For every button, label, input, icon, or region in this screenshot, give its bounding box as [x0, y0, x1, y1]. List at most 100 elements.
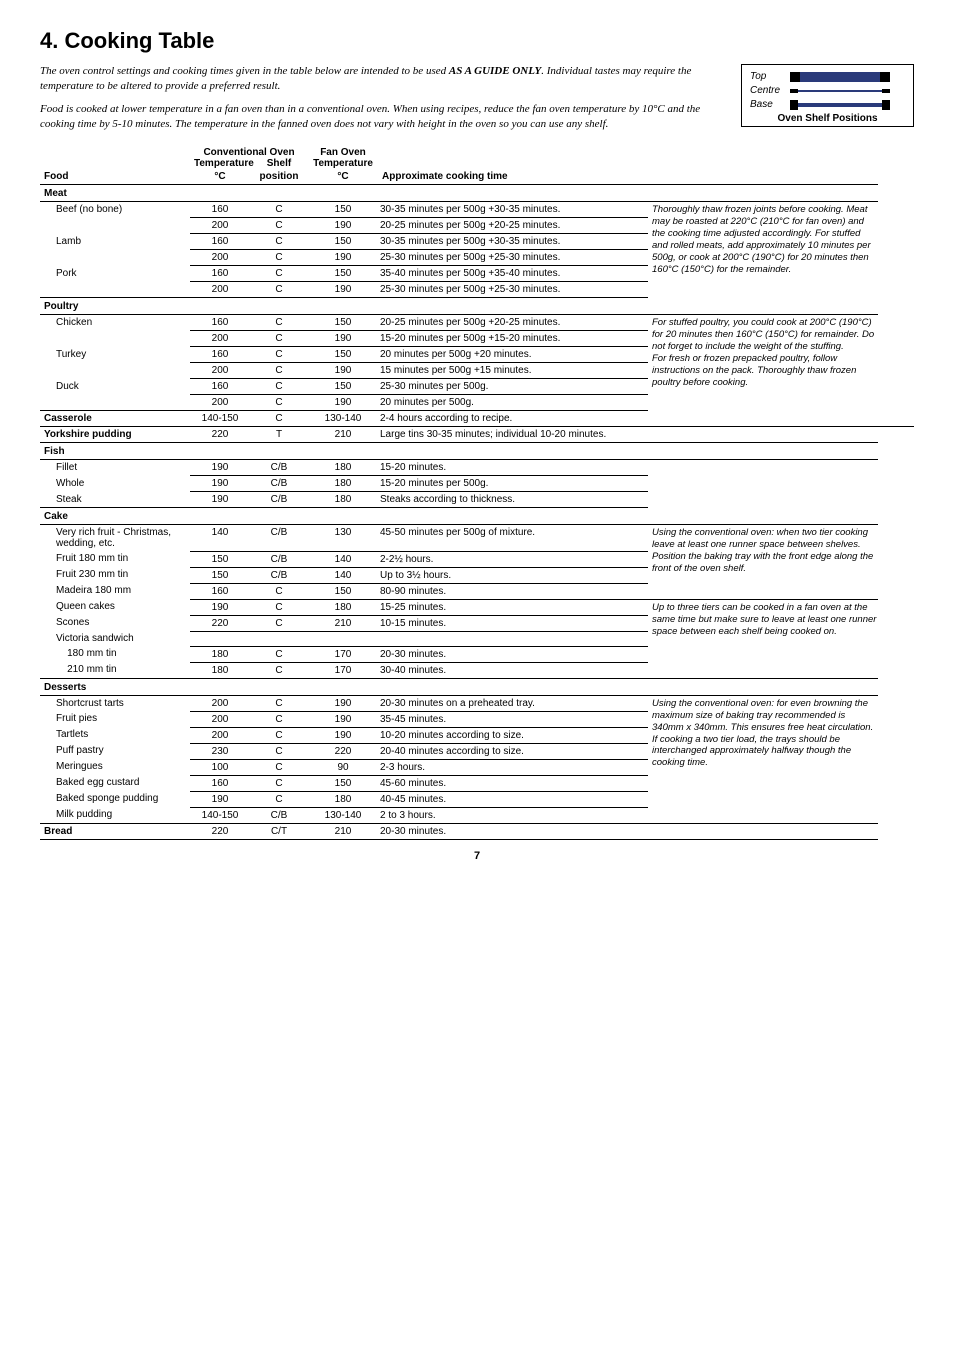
- cell: Puff pastry: [40, 743, 190, 759]
- cell: 150: [308, 234, 378, 250]
- cell: [190, 631, 250, 646]
- cell: 200: [190, 395, 250, 411]
- cell: 160: [190, 775, 250, 791]
- cell: C: [250, 234, 308, 250]
- cell: 150: [308, 266, 378, 282]
- page-title: 4. Cooking Table: [40, 28, 914, 54]
- cell: C: [250, 711, 308, 727]
- cell: Large tins 30-35 minutes; individual 10-…: [378, 427, 648, 443]
- oven-shelf-positions-box: Top Centre Base Oven Shelf Positions: [741, 64, 914, 127]
- cell: C: [250, 727, 308, 743]
- cell: C: [250, 218, 308, 234]
- cell: C: [250, 347, 308, 363]
- note-cell: Using the conventional oven: when two ti…: [648, 525, 878, 600]
- table-row: Yorkshire pudding220T210Large tins 30-35…: [40, 427, 914, 443]
- intro-p2: Food is cooked at lower temperature in a…: [40, 102, 721, 132]
- cell: 190: [308, 218, 378, 234]
- cell: C: [250, 331, 308, 347]
- cell: C: [250, 583, 308, 599]
- cell: Fruit 180 mm tin: [40, 551, 190, 567]
- category-row: Desserts: [40, 678, 914, 695]
- cell: 210: [308, 615, 378, 631]
- cell: Turkey: [40, 347, 190, 363]
- cell: 25-30 minutes per 500g +25-30 minutes.: [378, 282, 648, 298]
- cell: 10-20 minutes according to size.: [378, 727, 648, 743]
- cell: [40, 363, 190, 379]
- cell: [40, 218, 190, 234]
- cell: Yorkshire pudding: [40, 427, 190, 443]
- cell: 2-3 hours.: [378, 759, 648, 775]
- head-degc2: °C: [308, 169, 378, 185]
- cell: Fruit pies: [40, 711, 190, 727]
- cell: 220: [308, 743, 378, 759]
- intro-p1-pre: The oven control settings and cooking ti…: [40, 65, 449, 77]
- cell: 2 to 3 hours.: [378, 807, 648, 823]
- cell: 150: [308, 583, 378, 599]
- note-cell: Using the conventional oven: for even br…: [648, 695, 878, 823]
- cell: 160: [190, 379, 250, 395]
- cell: C/B: [250, 476, 308, 492]
- table-row: Whole190C/B18015-20 minutes per 500g.: [40, 476, 914, 492]
- cell: 190: [190, 492, 250, 508]
- table-row: Beef (no bone)160C15030-35 minutes per 5…: [40, 202, 914, 218]
- cell: 150: [190, 551, 250, 567]
- cell: 220: [190, 823, 250, 839]
- cell: C: [250, 791, 308, 807]
- page-number: 7: [40, 850, 914, 862]
- cell: 190: [308, 711, 378, 727]
- cell: 180: [308, 492, 378, 508]
- cell: C/B: [250, 460, 308, 476]
- cell: 15 minutes per 500g +15 minutes.: [378, 363, 648, 379]
- cell: 190: [308, 331, 378, 347]
- category-label: Desserts: [40, 678, 878, 695]
- head-temp2: Temperature: [308, 158, 378, 169]
- intro-text: The oven control settings and cooking ti…: [40, 64, 721, 139]
- cell: 200: [190, 250, 250, 266]
- head-position: position: [250, 169, 308, 185]
- cell: Meringues: [40, 759, 190, 775]
- cell: Shortcrust tarts: [40, 695, 190, 711]
- shelf-label-base: Base: [750, 99, 790, 110]
- table-body: MeatBeef (no bone)160C15030-35 minutes p…: [40, 185, 914, 840]
- cell: Beef (no bone): [40, 202, 190, 218]
- cell: C: [250, 315, 308, 331]
- cell: 45-60 minutes.: [378, 775, 648, 791]
- cell: C: [250, 646, 308, 662]
- cell: 140-150: [190, 807, 250, 823]
- intro-p1: The oven control settings and cooking ti…: [40, 64, 721, 94]
- cell: 180: [308, 791, 378, 807]
- cell: 180: [308, 599, 378, 615]
- cell: 150: [308, 315, 378, 331]
- cell: Whole: [40, 476, 190, 492]
- cell: 140: [308, 551, 378, 567]
- category-label: Fish: [40, 443, 878, 460]
- cell: 180: [190, 646, 250, 662]
- cell: C/B: [250, 807, 308, 823]
- cell: 150: [190, 567, 250, 583]
- cell: 210: [308, 427, 378, 443]
- cell: [40, 331, 190, 347]
- category-row: Meat: [40, 185, 914, 202]
- cell: [378, 631, 648, 646]
- cell: 200: [190, 331, 250, 347]
- cell: Chicken: [40, 315, 190, 331]
- cell: 160: [190, 583, 250, 599]
- head-degc1: °C: [190, 169, 250, 185]
- category-label: Meat: [40, 185, 878, 202]
- table-row: Chicken160C15020-25 minutes per 500g +20…: [40, 315, 914, 331]
- cell: C: [250, 411, 308, 427]
- cell: C: [250, 775, 308, 791]
- cell: 45-50 minutes per 500g of mixture.: [378, 525, 648, 552]
- cell: C/B: [250, 492, 308, 508]
- cell: 130-140: [308, 807, 378, 823]
- cell: Up to 3½ hours.: [378, 567, 648, 583]
- cell: 220: [190, 615, 250, 631]
- cell: 150: [308, 379, 378, 395]
- cell: 20-30 minutes.: [378, 646, 648, 662]
- category-label: Cake: [40, 508, 878, 525]
- cell: 190: [190, 791, 250, 807]
- cell: 180: [308, 460, 378, 476]
- cell: 190: [308, 695, 378, 711]
- cell: 190: [308, 395, 378, 411]
- cell: 15-20 minutes per 500g.: [378, 476, 648, 492]
